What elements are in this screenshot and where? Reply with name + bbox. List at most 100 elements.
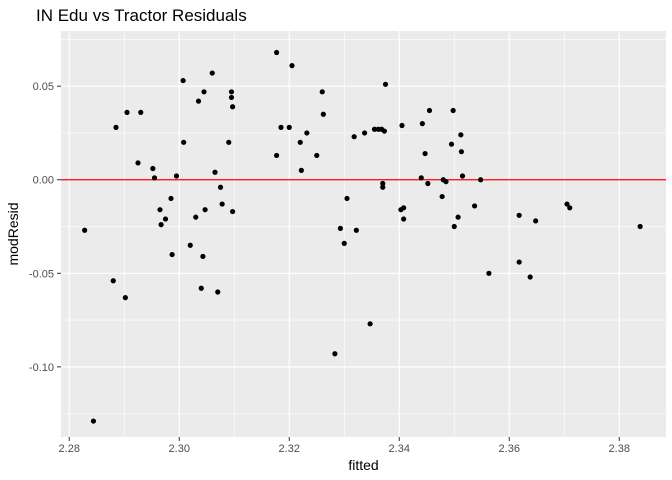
x-axis-ticks: 2.28 2.30 2.32 2.34 2.36 2.38 xyxy=(59,437,630,455)
y-tick-label: -0.10 xyxy=(29,362,54,374)
data-point xyxy=(419,121,425,127)
data-point xyxy=(451,223,457,230)
data-point xyxy=(215,289,221,295)
data-point xyxy=(274,152,280,159)
data-point xyxy=(162,216,169,222)
y-axis-title: modResid xyxy=(5,202,21,265)
data-point xyxy=(344,195,350,202)
data-point xyxy=(230,104,236,110)
data-point xyxy=(135,160,141,166)
data-point xyxy=(181,139,187,145)
data-point xyxy=(381,128,387,134)
data-point xyxy=(418,175,424,181)
data-point xyxy=(209,70,215,76)
data-point xyxy=(90,418,97,424)
data-point xyxy=(151,175,158,181)
data-point xyxy=(274,49,280,56)
data-point xyxy=(319,89,325,95)
data-point xyxy=(341,240,347,246)
x-tick-label: 2.34 xyxy=(389,443,410,455)
data-point xyxy=(382,81,389,87)
data-point xyxy=(399,122,405,129)
data-point xyxy=(314,152,320,159)
data-point xyxy=(122,295,128,301)
data-point xyxy=(158,222,164,228)
data-point xyxy=(298,167,304,173)
x-tick-label: 2.30 xyxy=(169,443,190,455)
data-point xyxy=(426,107,433,114)
data-point xyxy=(516,212,522,218)
data-point xyxy=(367,321,373,327)
data-point xyxy=(516,259,522,265)
data-point xyxy=(228,89,235,95)
data-point xyxy=(201,89,207,95)
data-point xyxy=(478,177,484,183)
data-point xyxy=(110,278,116,284)
data-point xyxy=(173,173,180,179)
data-point xyxy=(320,111,326,117)
data-point xyxy=(380,184,386,190)
data-point xyxy=(297,139,303,145)
data-point xyxy=(217,184,224,190)
data-point xyxy=(113,124,119,130)
data-point xyxy=(401,216,407,222)
plot-panel xyxy=(61,31,666,437)
data-point xyxy=(226,139,232,145)
data-point xyxy=(124,109,130,115)
data-point xyxy=(439,193,445,200)
data-point xyxy=(212,169,218,175)
data-point xyxy=(362,130,368,136)
data-point xyxy=(200,253,206,260)
data-point xyxy=(472,203,478,209)
data-point xyxy=(150,165,156,172)
y-tick-label: 0.00 xyxy=(33,175,54,187)
data-point xyxy=(219,201,225,207)
x-tick-label: 2.32 xyxy=(279,443,300,455)
data-point xyxy=(448,141,455,147)
data-point xyxy=(304,130,310,136)
data-point xyxy=(228,94,235,101)
data-point xyxy=(425,180,431,187)
data-point xyxy=(401,205,407,211)
chart-title: IN Edu vs Tractor Residuals xyxy=(36,6,247,25)
data-point xyxy=(289,63,295,69)
data-point xyxy=(637,223,643,230)
data-point xyxy=(168,195,174,202)
data-point xyxy=(459,173,466,179)
y-tick-label: -0.05 xyxy=(29,268,54,280)
data-point xyxy=(564,201,570,207)
x-tick-label: 2.38 xyxy=(609,443,630,455)
data-point xyxy=(351,134,357,140)
y-axis-ticks: -0.10 -0.05 0.00 0.05 xyxy=(29,81,61,374)
data-point xyxy=(486,270,492,276)
data-point xyxy=(567,205,573,211)
data-point xyxy=(180,77,186,84)
data-point xyxy=(230,208,236,215)
data-point xyxy=(380,180,386,187)
data-point xyxy=(332,351,338,357)
data-point xyxy=(458,132,464,138)
data-point xyxy=(337,225,343,231)
data-point xyxy=(138,109,144,115)
data-point xyxy=(82,227,88,233)
data-point xyxy=(278,124,284,130)
data-point xyxy=(193,214,199,220)
data-point xyxy=(195,98,202,104)
data-point xyxy=(198,285,204,291)
data-point xyxy=(533,218,539,224)
data-point xyxy=(187,242,193,248)
data-point xyxy=(169,251,175,258)
data-point xyxy=(157,207,163,213)
x-tick-label: 2.36 xyxy=(499,443,520,455)
data-point xyxy=(422,150,428,157)
y-tick-label: 0.05 xyxy=(33,81,54,93)
data-point xyxy=(458,149,464,155)
data-point xyxy=(450,107,456,114)
data-point xyxy=(371,126,378,132)
x-axis-title: fitted xyxy=(348,457,378,473)
data-point xyxy=(353,227,359,233)
data-point xyxy=(286,124,292,130)
data-point xyxy=(527,274,533,280)
data-point xyxy=(455,214,461,220)
